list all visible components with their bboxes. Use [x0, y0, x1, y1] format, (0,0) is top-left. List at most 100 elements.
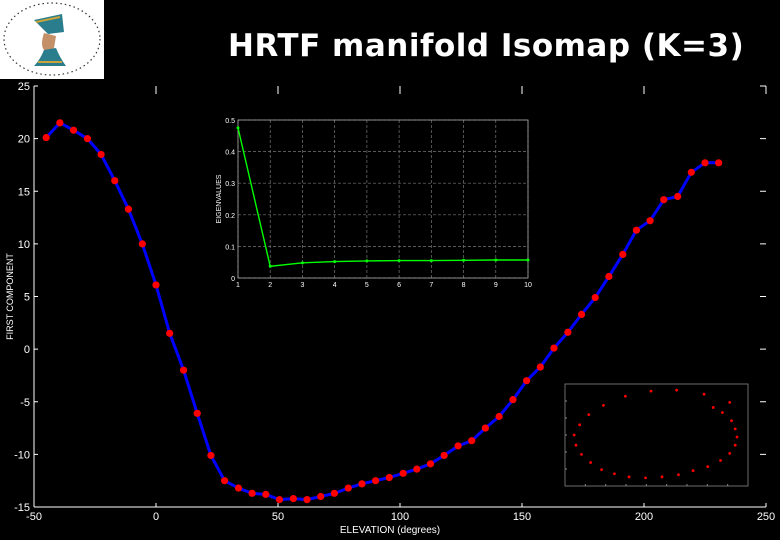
nefertiti-bust-logo-icon — [3, 2, 101, 76]
x-tick-label: 150 — [513, 511, 531, 523]
scatter-point — [728, 451, 732, 455]
main-plot — [42, 119, 723, 504]
eigen-x-tick-label: 2 — [268, 282, 272, 289]
data-point — [399, 469, 407, 477]
data-point — [701, 159, 709, 167]
scatter-point — [711, 406, 715, 409]
y-tick-label: 15 — [18, 186, 30, 198]
eigen-data-point — [268, 264, 272, 268]
data-point — [523, 377, 531, 385]
data-point — [591, 293, 599, 302]
data-point — [385, 473, 393, 482]
x-tick-label: -50 — [26, 511, 42, 523]
scatter-point — [677, 473, 680, 477]
eigen-y-tick-label: 0.5 — [225, 118, 235, 125]
x-axis-title: ELEVATION (degrees) — [340, 525, 440, 536]
data-point — [440, 451, 448, 460]
eigen-data-point — [333, 260, 337, 264]
scatter-point — [600, 468, 603, 472]
slide-title: HRTF manifold Isomap (K=3) — [228, 28, 745, 64]
x-tick-label: 250 — [757, 511, 775, 523]
y-tick-label: 5 — [24, 292, 30, 304]
data-point — [317, 492, 325, 501]
scatter-point — [587, 413, 591, 416]
data-point — [303, 496, 311, 504]
data-point — [83, 135, 92, 143]
y-tick-label: 25 — [18, 81, 30, 93]
y-tick-label: 0 — [24, 344, 30, 356]
scatter-point — [574, 443, 578, 447]
scatter-point — [735, 435, 739, 439]
scatter-point — [623, 394, 627, 398]
data-point — [605, 272, 613, 281]
scatter-point — [644, 476, 647, 480]
data-point — [687, 168, 695, 176]
data-point — [152, 281, 160, 289]
eigen-x-tick-label: 8 — [462, 282, 466, 289]
eigen-data-point — [365, 259, 369, 263]
data-point — [550, 344, 558, 352]
data-point — [413, 465, 421, 473]
scatter-inset — [548, 378, 753, 496]
eigen-data-point — [300, 261, 304, 265]
data-point — [289, 494, 297, 503]
eigen-y-tick-label: 0.4 — [225, 150, 235, 157]
data-point — [262, 490, 270, 498]
x-tick-label: 200 — [635, 511, 653, 523]
scatter-inset-background — [548, 378, 753, 496]
data-point — [179, 366, 188, 374]
eigen-y-tick-label: 0.2 — [225, 213, 235, 220]
data-point — [426, 460, 435, 468]
data-point — [481, 424, 489, 432]
scatter-point — [675, 388, 679, 392]
eigen-x-tick-label: 7 — [429, 282, 433, 289]
data-point — [97, 150, 105, 159]
data-point — [536, 363, 544, 371]
scatter-point — [589, 461, 593, 464]
data-point — [646, 217, 654, 225]
data-point — [660, 196, 668, 204]
logo-panel — [0, 0, 104, 79]
eigen-data-point — [397, 259, 401, 263]
data-point — [42, 133, 50, 142]
data-point — [220, 477, 229, 485]
y-tick-label: -10 — [14, 449, 30, 461]
data-point — [632, 226, 641, 234]
scatter-point — [733, 443, 737, 447]
eigen-y-tick-label: 0.1 — [225, 244, 235, 251]
eigen-x-tick-label: 3 — [300, 282, 304, 289]
scatter-point — [728, 400, 732, 404]
data-point — [124, 205, 133, 213]
data-point — [330, 489, 338, 497]
data-point — [207, 451, 215, 460]
x-tick-label: 50 — [272, 511, 284, 523]
scatter-point — [691, 469, 695, 473]
series-line — [45, 121, 719, 502]
data-point — [193, 409, 201, 417]
data-point — [111, 177, 119, 185]
data-point — [468, 437, 476, 445]
data-point — [509, 396, 517, 404]
eigen-inset-background — [200, 103, 546, 299]
y-tick-label: -5 — [20, 397, 30, 409]
scatter-point — [702, 392, 706, 396]
eigen-data-point — [494, 258, 498, 262]
y-tick-label: 10 — [18, 239, 30, 251]
eigen-x-tick-label: 10 — [524, 282, 532, 289]
y-axis-title: FIRST COMPONENT — [5, 253, 15, 340]
eigen-x-tick-label: 9 — [494, 282, 498, 289]
eigen-x-tick-label: 1 — [236, 282, 240, 289]
scatter-point — [719, 459, 722, 462]
scatter-point — [649, 389, 653, 393]
data-point — [577, 310, 586, 318]
data-point — [454, 442, 462, 450]
eigenvalue-inset: 0 0.1 0.2 0.3 0.4 0.5 1 2 3 4 5 6 7 8 9 10 EIGENVALUES — [200, 103, 546, 299]
eigen-y-tick-label: 0 — [231, 276, 235, 283]
data-point — [564, 328, 572, 336]
scatter-point — [660, 475, 664, 479]
eigen-data-point — [236, 126, 240, 130]
data-point — [275, 496, 284, 504]
